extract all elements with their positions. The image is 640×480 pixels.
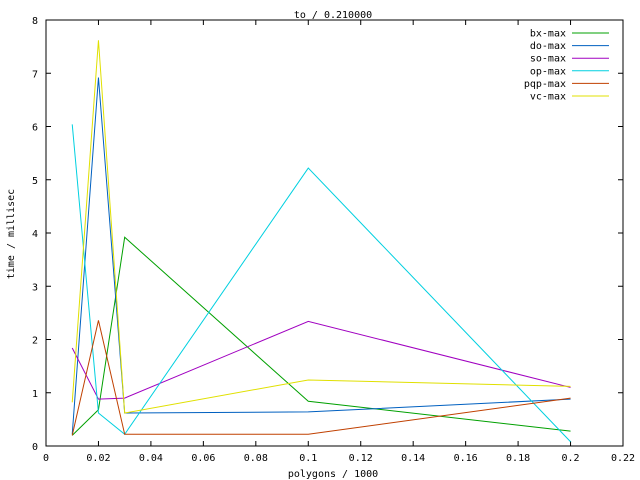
x-tick-label: 0.12 bbox=[349, 453, 373, 464]
legend-label: do-max bbox=[530, 41, 566, 52]
x-tick-label: 0.14 bbox=[401, 453, 425, 464]
x-tick-label: 0.16 bbox=[454, 453, 478, 464]
series-line-so-max bbox=[71, 320, 571, 400]
y-tick-label: 0 bbox=[32, 442, 38, 453]
x-tick-label: 0.2 bbox=[562, 453, 580, 464]
y-tick-label: 2 bbox=[32, 336, 38, 347]
y-tick-label: 7 bbox=[32, 69, 38, 80]
y-tick-label: 1 bbox=[32, 389, 38, 400]
y-axis-ticks: 0 1 2 3 4 5 6 7 8 bbox=[32, 16, 623, 453]
legend-label: so-max bbox=[530, 54, 566, 65]
y-tick-label: 4 bbox=[32, 229, 38, 240]
x-axis-ticks: 0 0.02 0.04 0.06 0.08 0.1 0.12 0.14 0.16 0.18 0.2 0… bbox=[43, 20, 635, 464]
x-tick-label: 0.06 bbox=[191, 453, 215, 464]
series-line-bx-max bbox=[71, 236, 571, 436]
x-tick-label: 0.04 bbox=[139, 453, 163, 464]
series-line-vc-max bbox=[71, 40, 571, 414]
legend-label: pqp-max bbox=[524, 79, 566, 90]
series-line-pqp-max bbox=[71, 320, 571, 436]
x-tick-label: 0 bbox=[43, 453, 49, 464]
y-axis-label: time / millisec bbox=[6, 189, 17, 279]
x-tick-label: 0.1 bbox=[299, 453, 317, 464]
legend-label: bx-max bbox=[530, 29, 566, 40]
y-tick-label: 5 bbox=[32, 176, 38, 187]
x-tick-label: 0.02 bbox=[86, 453, 110, 464]
x-axis-label: polygons / 1000 bbox=[288, 469, 378, 480]
x-tick-label: 0.22 bbox=[611, 453, 635, 464]
y-tick-label: 3 bbox=[32, 282, 38, 293]
series-lines bbox=[71, 40, 571, 443]
legend-label: op-max bbox=[530, 66, 566, 77]
x-tick-label: 0.18 bbox=[506, 453, 530, 464]
chart-title: to / 0.210000 bbox=[294, 10, 372, 21]
y-tick-label: 8 bbox=[32, 16, 38, 27]
legend-label: vc-max bbox=[530, 92, 566, 103]
y-tick-label: 6 bbox=[32, 123, 38, 134]
x-tick-label: 0.08 bbox=[244, 453, 268, 464]
